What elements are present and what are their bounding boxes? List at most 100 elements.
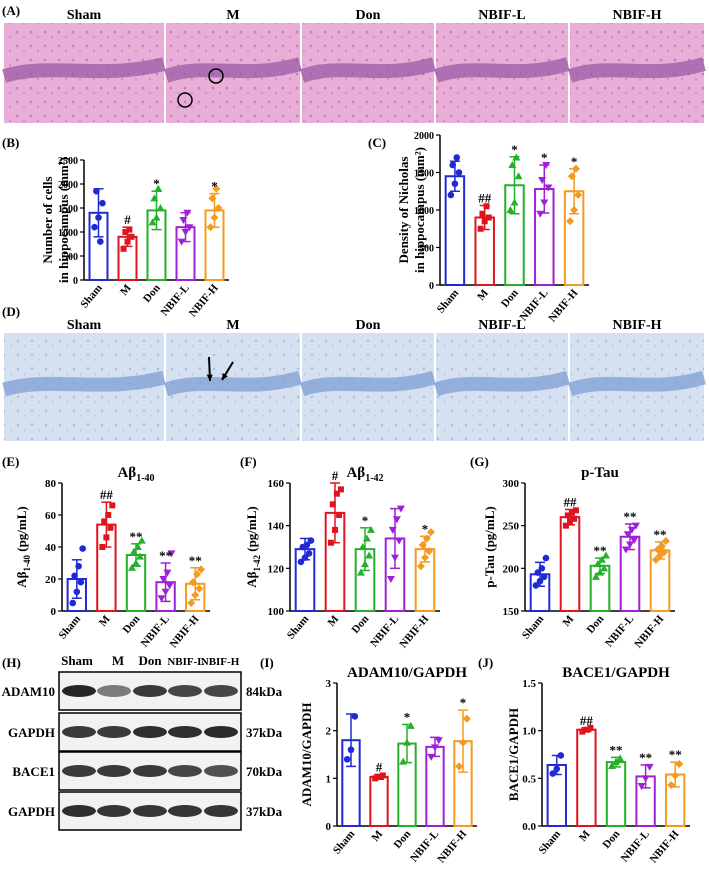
blot-band	[97, 805, 131, 817]
y-axis-label: Number of cells	[40, 176, 55, 263]
data-point	[336, 512, 343, 518]
data-point	[197, 565, 206, 574]
x-tick-label-don: Don	[392, 828, 414, 851]
significance-mark: **	[624, 509, 637, 524]
data-point	[128, 233, 135, 240]
panel-label-g: (G)	[470, 454, 489, 469]
x-tick-label-nbif-h: NBIF-H	[168, 613, 202, 651]
data-point	[631, 522, 640, 530]
he-header-m: M	[226, 8, 239, 23]
bar-sham	[444, 175, 466, 286]
data-point	[508, 161, 517, 168]
x-tick-label-nbif-h: NBIF-H	[632, 613, 666, 651]
data-point	[553, 765, 561, 773]
data-point	[356, 568, 365, 576]
data-point	[453, 154, 461, 161]
he-header-don: Don	[356, 8, 381, 23]
bar-don	[605, 761, 627, 827]
panel-label-b: (B)	[2, 135, 19, 150]
significance-mark: #	[124, 212, 131, 227]
significance-mark: ##	[478, 191, 492, 206]
y-tick-label: 0	[429, 281, 434, 292]
data-point	[329, 501, 336, 508]
panel-label-d: (D)	[2, 304, 20, 319]
data-point	[195, 584, 204, 593]
data-point	[462, 714, 471, 723]
significance-mark: *	[571, 154, 578, 169]
x-tick-label-m: M	[97, 613, 113, 629]
nissl-micrograph-row: Sham M Don NBIF-L NBIF-H	[2, 318, 706, 441]
damaged-cell-circle-1	[208, 68, 224, 84]
x-tick-label-don: Don	[499, 287, 521, 310]
y-tick-label: 2000	[58, 180, 78, 191]
panel-label-j: (J)	[478, 655, 493, 670]
blot-band	[168, 726, 202, 738]
y-tick-label: 500	[63, 252, 78, 263]
data-point	[479, 210, 486, 217]
data-point	[91, 223, 98, 231]
data-point	[459, 738, 467, 747]
nissl-header-don: Don	[356, 318, 381, 333]
data-point	[514, 172, 523, 180]
data-point	[601, 551, 610, 559]
blot-band	[62, 726, 96, 738]
data-point	[572, 507, 579, 514]
significance-mark: **	[654, 527, 667, 542]
y-axis-label: Aβ1-40 (pg/mL)	[14, 506, 32, 588]
blot-band	[168, 765, 202, 777]
y-tick-label: 1500	[414, 169, 434, 180]
x-tick-label-don: Don	[121, 613, 143, 636]
x-tick-label-sham: Sham	[57, 613, 83, 641]
data-point	[376, 773, 382, 780]
data-point	[396, 505, 405, 513]
data-point	[449, 161, 456, 169]
y-tick-label: 2	[326, 726, 332, 738]
data-point	[167, 550, 176, 558]
data-point	[536, 210, 545, 218]
data-point	[159, 576, 168, 583]
x-tick-label-m: M	[118, 282, 134, 298]
significance-mark: **	[669, 747, 682, 762]
data-point	[156, 204, 165, 211]
data-point	[587, 724, 594, 731]
y-tick-label: 0	[51, 606, 57, 618]
nissl-cell-band	[163, 370, 302, 397]
x-tick-label-nbif-l: NBIF-L	[619, 828, 652, 864]
data-point	[99, 544, 106, 550]
x-tick-label-m: M	[369, 828, 385, 844]
blot-band	[204, 805, 238, 817]
data-point	[562, 522, 569, 529]
blot-band	[204, 726, 238, 738]
x-tick-label-nbif-h: NBIF-H	[546, 287, 580, 325]
he-header-sham: Sham	[67, 8, 102, 23]
data-point	[540, 199, 549, 207]
he-cell-band	[2, 57, 166, 83]
y-tick-label: 80	[45, 478, 57, 490]
data-point	[427, 753, 436, 761]
y-tick-label: 500	[419, 244, 434, 255]
data-point	[188, 578, 197, 587]
significance-mark: *	[153, 176, 160, 191]
data-point	[120, 245, 127, 252]
x-tick-label-m: M	[577, 828, 593, 844]
significance-mark: ##	[100, 487, 114, 502]
significance-mark: ##	[580, 713, 594, 728]
data-point	[574, 191, 583, 199]
data-point	[96, 238, 104, 245]
x-tick-label-sham: Sham	[537, 828, 563, 856]
data-point	[305, 550, 313, 557]
data-point	[542, 162, 551, 169]
data-point	[597, 555, 606, 563]
y-tick-label: 60	[45, 510, 57, 522]
he-micrograph-row: Sham M Don NBIF-L NBIF-H	[2, 8, 706, 123]
data-point	[567, 172, 576, 181]
data-point	[627, 526, 636, 534]
data-point	[542, 554, 550, 562]
data-point	[536, 577, 544, 585]
data-point	[181, 229, 190, 236]
y-tick-label: 140	[268, 521, 285, 533]
significance-mark: *	[404, 709, 411, 724]
data-point	[95, 214, 102, 221]
data-point	[93, 187, 100, 195]
